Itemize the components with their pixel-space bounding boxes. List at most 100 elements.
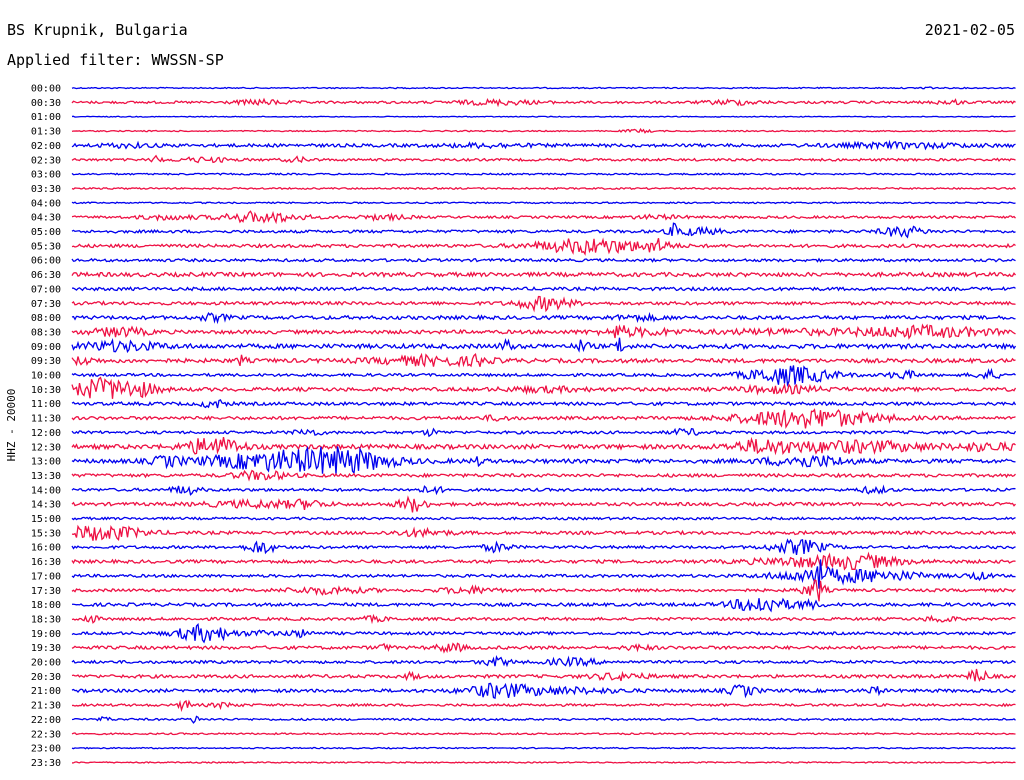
trace-line — [71, 115, 1016, 118]
time-label: 15:00 — [31, 514, 61, 525]
trace-line — [71, 682, 1016, 699]
trace-line — [71, 642, 1016, 654]
trace-line — [71, 436, 1016, 456]
trace-line — [71, 186, 1016, 191]
trace-line — [71, 257, 1016, 263]
time-label: 06:00 — [31, 256, 61, 267]
y-axis-label: HHZ - 20000 — [5, 389, 18, 462]
trace-line — [71, 295, 1016, 313]
trace-line — [71, 699, 1016, 713]
trace-line — [71, 86, 1016, 90]
time-label: 02:30 — [31, 155, 61, 166]
time-label: 07:30 — [31, 299, 61, 310]
trace-line — [71, 210, 1016, 225]
time-label: 23:30 — [31, 758, 61, 769]
trace-line — [71, 408, 1016, 430]
time-label: 08:30 — [31, 327, 61, 338]
trace-line — [71, 352, 1016, 368]
time-label: 19:00 — [31, 629, 61, 640]
time-label: 06:30 — [31, 270, 61, 281]
trace-line — [71, 323, 1016, 340]
time-label: 08:00 — [31, 313, 61, 324]
time-label: 03:00 — [31, 170, 61, 181]
trace-line — [71, 376, 1017, 399]
time-label: 20:00 — [31, 658, 61, 669]
time-label: 14:00 — [31, 485, 61, 496]
time-label: 20:30 — [31, 672, 61, 683]
trace-line — [71, 715, 1016, 724]
time-label: 17:30 — [31, 586, 61, 597]
trace-line — [71, 597, 1016, 613]
trace-line — [71, 516, 1016, 521]
time-label: 00:30 — [31, 98, 61, 109]
time-label: 04:30 — [31, 213, 61, 224]
trace-line — [71, 311, 1016, 325]
time-label: 00:00 — [31, 84, 61, 95]
time-label: 01:00 — [31, 112, 61, 123]
trace-line — [71, 285, 1016, 292]
trace-line — [71, 551, 1016, 571]
time-label: 16:30 — [31, 557, 61, 568]
trace-line — [71, 668, 1017, 682]
time-label: 14:30 — [31, 500, 61, 511]
time-label: 12:30 — [31, 442, 61, 453]
time-label: 18:00 — [31, 600, 61, 611]
time-label: 09:00 — [31, 342, 61, 353]
trace-line — [71, 559, 1016, 589]
trace-line — [71, 365, 1016, 388]
trace-lines — [71, 86, 1017, 764]
trace-line — [71, 613, 1016, 625]
trace-line — [71, 127, 1016, 134]
trace-line — [71, 271, 1016, 279]
trace-line — [71, 579, 1016, 602]
time-label: 01:30 — [31, 127, 61, 138]
trace-line — [71, 445, 1016, 475]
trace-line — [71, 97, 1016, 108]
trace-line — [71, 427, 1017, 438]
trace-line — [71, 524, 1017, 541]
time-label: 09:30 — [31, 356, 61, 367]
time-label: 02:00 — [31, 141, 61, 152]
time-label: 05:30 — [31, 241, 61, 252]
trace-line — [71, 222, 1016, 239]
trace-line — [71, 172, 1016, 176]
trace-line — [71, 484, 1016, 496]
time-label: 05:00 — [31, 227, 61, 238]
record-date: 2021-02-05 — [924, 21, 1015, 39]
time-labels: 00:00 00:30 01:00 01:30 02:00 02:30 03:00 03:30… — [31, 84, 61, 769]
time-label: 17:00 — [31, 571, 61, 582]
time-label: 03:30 — [31, 184, 61, 195]
time-label: 12:00 — [31, 428, 61, 439]
time-label: 16:00 — [31, 543, 61, 554]
time-label: 21:30 — [31, 701, 61, 712]
time-label: 11:00 — [31, 399, 61, 410]
time-label: 22:00 — [31, 715, 61, 726]
trace-line — [71, 201, 1016, 205]
time-label: 23:00 — [31, 744, 61, 755]
trace-line — [71, 399, 1017, 409]
time-label: 13:30 — [31, 471, 61, 482]
time-label: 07:00 — [31, 284, 61, 295]
filter-label: Applied filter: WWSSN-SP — [7, 51, 224, 69]
trace-line — [71, 337, 1017, 354]
time-label: 21:00 — [31, 686, 61, 697]
trace-line — [71, 746, 1016, 750]
time-label: 18:30 — [31, 614, 61, 625]
trace-line — [71, 495, 1016, 513]
trace-line — [71, 154, 1016, 164]
time-label: 10:30 — [31, 385, 61, 396]
station-title: BS Krupnik, Bulgaria — [7, 21, 188, 39]
time-label: 10:00 — [31, 371, 61, 382]
time-label: 15:30 — [31, 528, 61, 539]
trace-line — [71, 469, 1016, 482]
trace-line — [71, 622, 1016, 644]
time-label: 19:30 — [31, 643, 61, 654]
trace-line — [71, 237, 1016, 256]
time-label: 13:00 — [31, 457, 61, 468]
time-label: 22:30 — [31, 729, 61, 740]
time-label: 11:30 — [31, 414, 61, 425]
trace-line — [71, 538, 1016, 556]
trace-line — [71, 732, 1016, 736]
trace-line — [71, 139, 1016, 151]
